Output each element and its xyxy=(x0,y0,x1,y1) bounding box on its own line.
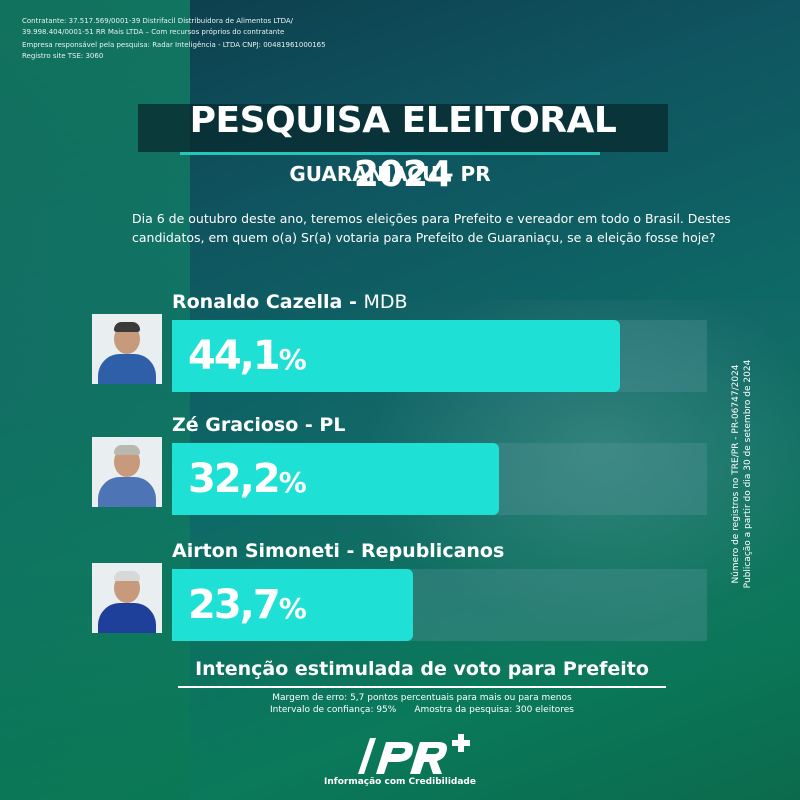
logo-plus xyxy=(452,734,470,752)
candidate-photo xyxy=(92,563,162,633)
candidate-name-text: Zé Gracioso xyxy=(172,414,299,436)
candidate-party: Republicanos xyxy=(361,540,505,562)
candidate-name: Airton Simoneti - Republicanos xyxy=(172,539,504,563)
title-shadow xyxy=(138,104,668,152)
survey-question: Dia 6 de outubro deste ano, teremos elei… xyxy=(132,211,731,245)
bar-track: 44,1% xyxy=(172,320,707,392)
photo-body xyxy=(98,477,156,507)
bar-value: 32,2 xyxy=(188,456,281,502)
candidate-name: Zé Gracioso - PL xyxy=(172,413,345,437)
candidate-name-text: Ronaldo Cazella xyxy=(172,291,343,313)
header-line-contractor-2: 39.998.404/0001-51 RR Mais LTDA – Com re… xyxy=(22,27,285,36)
page-title: PESQUISA ELEITORAL 2024 xyxy=(189,100,617,195)
candidate-photo xyxy=(92,314,162,384)
logo-slash-left xyxy=(358,738,376,774)
candidate-row: Zé Gracioso - PL 32,2% xyxy=(92,413,712,533)
logo-letter-p xyxy=(376,742,413,774)
candidate-name-sep: - xyxy=(339,540,362,562)
bar-value-label: 23,7% xyxy=(188,569,307,645)
bar-fill xyxy=(172,443,500,515)
bar-fill xyxy=(172,320,621,392)
footer-rule xyxy=(178,686,666,688)
candidate-photo xyxy=(92,437,162,507)
bar-track: 32,2% xyxy=(172,443,707,515)
methodology-note: Margem de erro: 5,7 pontos percentuais p… xyxy=(178,692,666,716)
header-line-company: Empresa responsável pela pesquisa: Radar… xyxy=(22,41,326,49)
title-block: PESQUISA ELEITORAL 2024 xyxy=(138,94,668,195)
side-registration: Número de registros no TRE/PR - PR-06747… xyxy=(722,352,762,602)
bar-value: 23,7 xyxy=(188,582,281,628)
pr-plus-logo xyxy=(358,734,470,774)
candidate-name-sep: - xyxy=(298,414,320,436)
candidate-party: PL xyxy=(319,414,346,436)
logo-tagline: Informação com Credibilidade xyxy=(324,777,476,787)
candidate-row: Ronaldo Cazella - MDB 44,1% xyxy=(92,290,712,410)
photo-hair xyxy=(114,322,140,332)
sample-size: Amostra da pesquisa: 300 eleitores xyxy=(414,705,574,715)
header-info: Contratante: 37.517.569/0001-39 Distrifa… xyxy=(22,16,442,61)
bar-value: 44,1 xyxy=(188,333,281,379)
photo-hair xyxy=(114,571,140,581)
header-line-registry: Registro site TSE: 3060 xyxy=(22,51,104,60)
confidence-interval: Intervalo de confiança: 95% xyxy=(269,705,397,715)
header-line-contractor: Contratante: 37.517.569/0001-39 Distrifa… xyxy=(22,17,294,25)
candidate-name-text: Airton Simoneti xyxy=(172,540,340,562)
page-subtitle: GUARANIAÇU - PR xyxy=(289,162,491,186)
publication-date: Publicação a partir do dia 30 de setembr… xyxy=(743,359,753,589)
photo-hair xyxy=(114,445,140,455)
bar-percent-sign: % xyxy=(278,343,307,376)
logo-letter-r xyxy=(410,742,447,774)
bar-value-label: 44,1% xyxy=(188,320,307,396)
bar-value-label: 32,2% xyxy=(188,443,307,519)
candidate-row: Airton Simoneti - Republicanos 23,7% xyxy=(92,539,712,659)
candidate-name-sep: - xyxy=(342,291,364,313)
margin-of-error: Margem de erro: 5,7 pontos percentuais p… xyxy=(272,693,572,703)
bar-percent-sign: % xyxy=(278,466,307,499)
bar-percent-sign: % xyxy=(278,592,307,625)
bar-fill xyxy=(172,569,413,641)
subtitle-rule xyxy=(180,152,600,155)
candidate-name: Ronaldo Cazella - MDB xyxy=(172,290,408,314)
chart-title: Intenção estimulada de voto para Prefeit… xyxy=(195,658,649,680)
photo-body xyxy=(98,354,156,384)
candidate-party: MDB xyxy=(363,291,408,313)
bar-track: 23,7% xyxy=(172,569,707,641)
registration-number: Número de registros no TRE/PR - PR-06747… xyxy=(731,364,741,584)
photo-body xyxy=(98,603,156,633)
